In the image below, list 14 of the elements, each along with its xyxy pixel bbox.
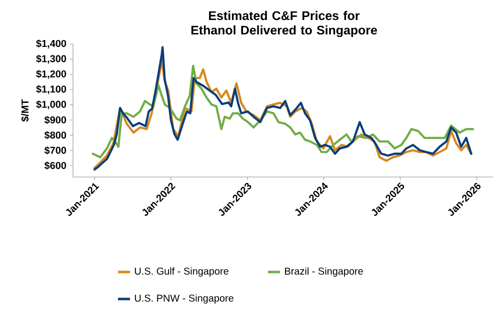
y-tick-label: $1,100	[36, 85, 66, 94]
y-tick-label: $800	[44, 131, 66, 140]
y-tick-label: $700	[44, 146, 66, 154]
legend-label: U.S. PNW - Singapore	[134, 294, 234, 304]
y-tick-label: $600	[44, 162, 66, 170]
y-tick-label: $1,400	[36, 40, 66, 48]
y-tick-label: $1,200	[36, 70, 66, 79]
chart-title: Estimated C&F Prices for Ethanol Delivered to Singapore	[191, 10, 377, 38]
y-axis-title: $/MT	[21, 99, 30, 122]
y-tick-label: $900	[44, 116, 66, 124]
legend-label: Brazil - Singapore	[285, 267, 363, 277]
y-tick-label: $1,300	[36, 54, 66, 64]
legend-label: U.S. Gulf - Singapore	[134, 267, 228, 277]
y-tick-label: $1,000	[36, 100, 66, 110]
